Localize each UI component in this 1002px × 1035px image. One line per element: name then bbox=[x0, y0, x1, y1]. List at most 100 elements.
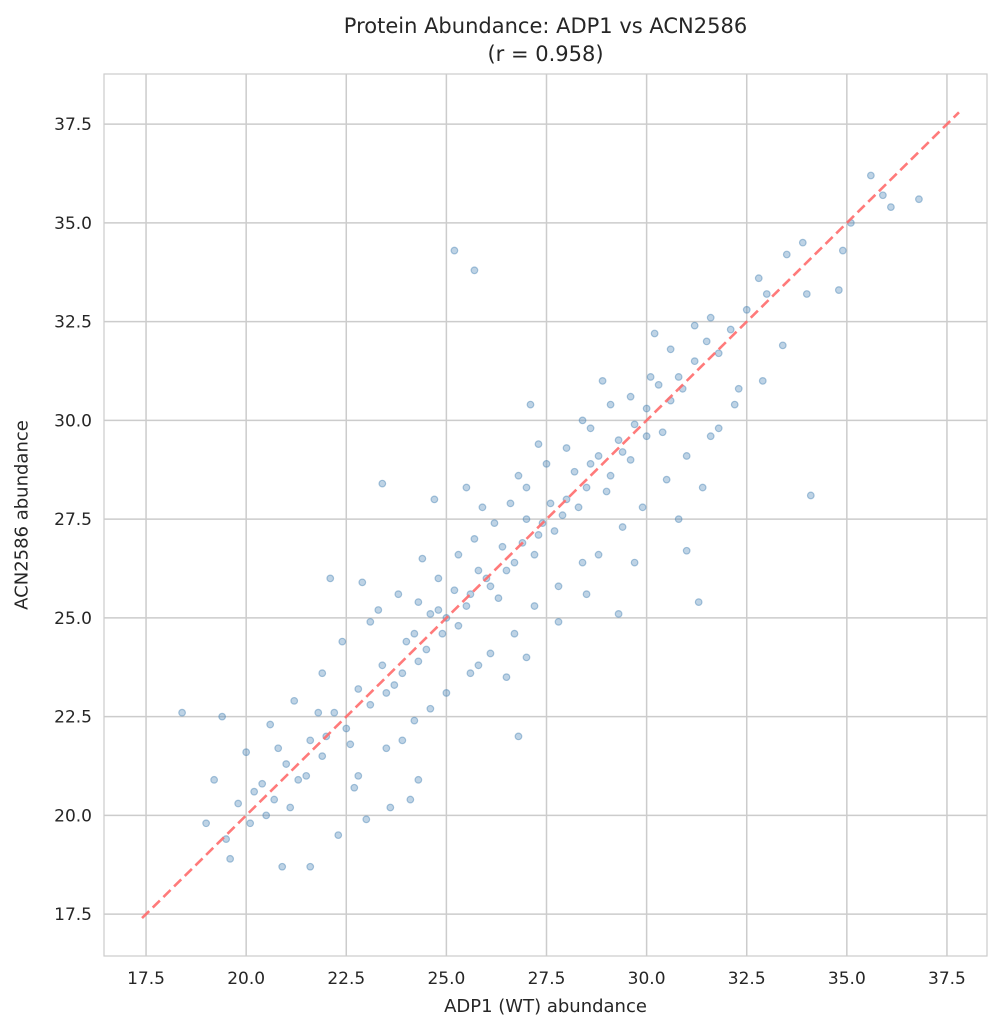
data-point bbox=[430, 495, 439, 504]
data-point bbox=[306, 862, 315, 871]
y-tick-label: 32.5 bbox=[54, 313, 92, 333]
data-point bbox=[630, 558, 639, 567]
data-point bbox=[426, 704, 435, 713]
x-tick-label: 20.0 bbox=[227, 969, 265, 989]
data-point bbox=[250, 787, 259, 796]
data-point bbox=[454, 550, 463, 559]
data-point bbox=[562, 444, 571, 452]
data-point bbox=[730, 400, 739, 409]
data-point bbox=[470, 266, 479, 275]
data-point bbox=[674, 373, 683, 381]
data-point bbox=[474, 661, 483, 670]
data-point bbox=[558, 511, 567, 520]
data-point bbox=[594, 550, 603, 559]
data-point bbox=[606, 400, 615, 409]
data-point bbox=[878, 191, 887, 200]
plot-area bbox=[103, 73, 988, 957]
data-point bbox=[434, 574, 443, 583]
data-point bbox=[362, 815, 371, 824]
data-point bbox=[202, 819, 211, 828]
identity-reference-line bbox=[141, 111, 960, 920]
data-point bbox=[466, 669, 475, 678]
data-point bbox=[586, 424, 595, 433]
data-point bbox=[614, 610, 623, 618]
data-point bbox=[262, 811, 271, 820]
data-point bbox=[274, 744, 283, 753]
data-point bbox=[354, 685, 363, 693]
data-point bbox=[598, 377, 607, 385]
data-point bbox=[498, 542, 507, 551]
data-point bbox=[698, 483, 707, 492]
data-point bbox=[486, 582, 495, 591]
data-point bbox=[658, 428, 667, 437]
data-point bbox=[406, 795, 415, 804]
data-point bbox=[378, 479, 387, 488]
data-point bbox=[414, 598, 423, 606]
data-point bbox=[574, 503, 583, 512]
y-tick-label: 25.0 bbox=[54, 609, 92, 629]
data-point bbox=[578, 558, 587, 567]
data-point bbox=[374, 606, 383, 614]
data-point bbox=[570, 467, 579, 476]
data-point bbox=[278, 862, 287, 871]
data-point bbox=[798, 238, 807, 247]
data-point bbox=[350, 783, 359, 792]
data-point bbox=[234, 799, 243, 808]
x-tick-label: 35.0 bbox=[828, 969, 866, 989]
data-point bbox=[390, 681, 399, 689]
data-point bbox=[650, 329, 659, 338]
data-point bbox=[450, 246, 459, 255]
x-tick-label: 30.0 bbox=[628, 969, 666, 989]
x-tick-label: 37.5 bbox=[928, 969, 966, 989]
data-point bbox=[534, 440, 543, 449]
x-tick-label: 25.0 bbox=[427, 969, 465, 989]
data-point bbox=[454, 621, 463, 630]
data-point bbox=[514, 471, 523, 480]
data-point bbox=[778, 341, 787, 350]
data-point bbox=[462, 483, 471, 492]
y-tick-label: 30.0 bbox=[54, 411, 92, 431]
data-point bbox=[618, 523, 627, 531]
data-point bbox=[782, 250, 791, 259]
data-point bbox=[398, 736, 407, 745]
data-point bbox=[682, 452, 691, 460]
data-point bbox=[886, 203, 895, 212]
data-point bbox=[438, 629, 447, 638]
data-point bbox=[490, 519, 499, 527]
data-point bbox=[530, 602, 539, 610]
chart-subtitle: (r = 0.958) bbox=[487, 42, 604, 66]
data-point bbox=[422, 645, 431, 654]
data-point bbox=[526, 400, 535, 409]
data-point bbox=[318, 752, 327, 761]
data-point bbox=[838, 246, 847, 255]
data-point bbox=[354, 771, 363, 780]
data-point bbox=[290, 696, 299, 705]
data-point bbox=[582, 483, 591, 492]
data-point bbox=[178, 708, 186, 717]
data-point bbox=[366, 617, 375, 626]
x-axis-label: ADP1 (WT) abundance bbox=[444, 996, 647, 1017]
data-point bbox=[554, 617, 563, 626]
data-point bbox=[358, 578, 367, 587]
data-point bbox=[762, 290, 771, 298]
data-point bbox=[302, 771, 311, 780]
data-point bbox=[286, 803, 295, 812]
data-point bbox=[682, 546, 691, 555]
data-point bbox=[474, 566, 483, 575]
data-point bbox=[506, 499, 515, 508]
data-point bbox=[478, 503, 487, 512]
data-point bbox=[522, 653, 531, 662]
y-tick-label: 20.0 bbox=[54, 806, 92, 826]
data-point bbox=[306, 736, 315, 745]
data-point bbox=[630, 420, 639, 429]
data-point bbox=[594, 452, 603, 460]
data-point bbox=[550, 527, 559, 535]
data-point bbox=[266, 720, 275, 729]
data-point bbox=[694, 598, 703, 606]
x-tick-label: 17.5 bbox=[127, 969, 165, 989]
data-point bbox=[642, 404, 651, 413]
data-point bbox=[834, 286, 843, 294]
data-point bbox=[414, 657, 423, 666]
data-point bbox=[522, 515, 531, 524]
